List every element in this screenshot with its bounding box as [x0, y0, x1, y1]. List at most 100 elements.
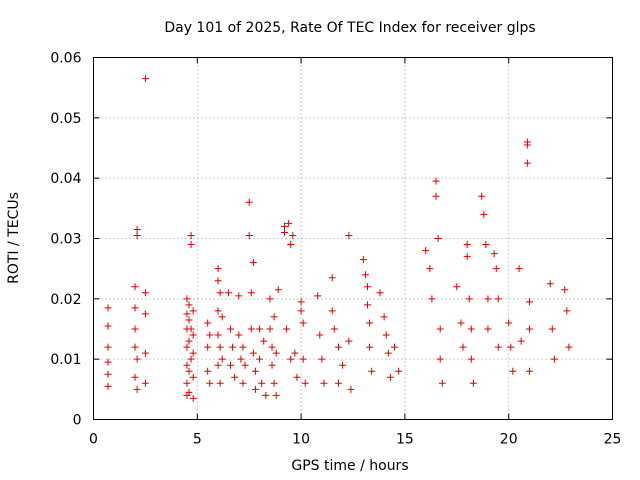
data-point: [280, 228, 288, 236]
data-point: [484, 295, 492, 303]
data-point: [428, 295, 436, 303]
data-point: [345, 231, 353, 239]
plot-frame: [93, 57, 613, 420]
data-point: [391, 343, 399, 351]
y-tick-label: 0.01: [50, 352, 81, 368]
data-point: [189, 307, 197, 315]
data-point: [231, 373, 239, 381]
data-point: [131, 325, 139, 333]
data-point: [339, 361, 347, 369]
data-point: [478, 192, 486, 200]
data-point: [256, 325, 264, 333]
data-point: [523, 159, 531, 167]
data-point: [185, 337, 193, 345]
data-point: [274, 286, 282, 294]
data-point: [131, 373, 139, 381]
data-point: [386, 373, 394, 381]
data-point: [316, 331, 324, 339]
data-point: [183, 295, 191, 303]
data-point: [214, 361, 222, 369]
data-point: [334, 343, 342, 351]
data-point: [104, 343, 112, 351]
data-point: [561, 286, 569, 294]
x-tick-label: 15: [396, 432, 414, 448]
data-point: [434, 235, 442, 242]
data-point: [467, 355, 475, 363]
data-point: [345, 337, 353, 345]
data-point: [183, 343, 191, 351]
data-point: [141, 310, 149, 318]
data-point: [453, 283, 461, 291]
data-point: [187, 355, 195, 363]
data-point: [376, 289, 384, 297]
data-point: [550, 355, 558, 363]
data-point: [206, 331, 214, 339]
data-point: [314, 292, 322, 300]
data-point: [183, 361, 191, 369]
data-point: [492, 265, 500, 273]
data-point: [287, 241, 295, 249]
data-point: [185, 316, 193, 324]
data-point: [293, 373, 301, 381]
x-tick-label: 20: [500, 432, 518, 448]
y-tick-label: 0.04: [50, 171, 81, 187]
data-point: [216, 379, 224, 387]
x-axis-label: GPS time / hours: [291, 458, 408, 474]
data-point: [104, 358, 112, 366]
data-point: [189, 349, 197, 357]
data-point: [227, 361, 235, 369]
data-point: [366, 343, 374, 351]
data-point: [361, 271, 369, 279]
data-point: [131, 304, 139, 312]
data-point: [224, 289, 232, 297]
data-point: [235, 331, 243, 339]
data-point: [214, 265, 222, 273]
x-tick-label: 25: [604, 432, 622, 448]
data-point: [523, 141, 531, 149]
data-point: [239, 343, 247, 351]
x-tick-label: 0: [89, 432, 98, 448]
data-point: [515, 265, 523, 273]
data-point: [364, 301, 372, 309]
data-point: [272, 391, 280, 399]
data-point: [546, 280, 554, 288]
data-point: [256, 355, 264, 363]
data-point: [187, 241, 195, 249]
data-point: [507, 343, 515, 351]
data-point: [301, 379, 309, 387]
data-point: [245, 198, 253, 206]
data-point: [525, 325, 533, 333]
data-point: [490, 250, 498, 258]
data-point: [141, 289, 149, 297]
data-point: [183, 379, 191, 387]
data-point: [218, 355, 226, 363]
data-point: [185, 388, 193, 396]
data-point: [227, 325, 235, 333]
data-point: [216, 289, 224, 297]
data-point: [235, 292, 243, 300]
data-point: [258, 379, 266, 387]
data-point: [364, 283, 372, 291]
data-point: [565, 343, 573, 351]
y-tick-label: 0: [73, 413, 82, 429]
data-point: [266, 325, 274, 333]
data-point: [133, 355, 141, 363]
data-point: [347, 385, 355, 393]
data-point: [525, 298, 533, 306]
data-point: [299, 355, 307, 363]
data-point: [366, 319, 374, 327]
x-tick-label: 10: [292, 432, 310, 448]
data-point: [380, 313, 388, 321]
data-point: [206, 379, 214, 387]
data-point: [241, 361, 249, 369]
data-point: [384, 349, 392, 357]
data-point: [249, 259, 257, 267]
data-point: [480, 210, 488, 218]
data-point: [291, 349, 299, 357]
y-tick-label: 0.03: [50, 232, 81, 248]
data-point: [141, 349, 149, 357]
data-point: [189, 331, 197, 339]
data-point: [204, 319, 212, 327]
data-point: [237, 355, 245, 363]
data-point: [245, 231, 253, 239]
